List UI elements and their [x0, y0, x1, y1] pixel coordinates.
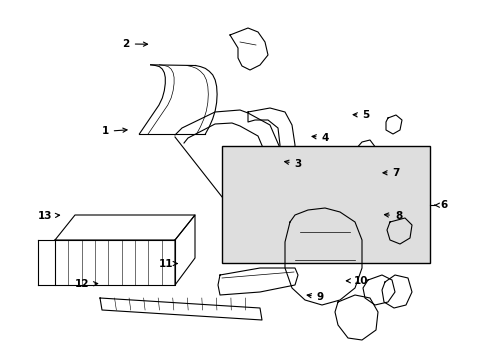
Text: 2: 2 [122, 39, 147, 49]
Text: 8: 8 [384, 211, 401, 221]
Text: 1: 1 [102, 126, 127, 136]
Bar [222, 146, 429, 263]
Text: 7: 7 [382, 168, 399, 178]
Text: 11: 11 [159, 258, 177, 269]
Text: 3: 3 [284, 159, 301, 169]
Text: 13: 13 [38, 211, 60, 221]
Text: 12: 12 [75, 279, 98, 289]
Text: 5: 5 [352, 110, 368, 120]
Text: 6: 6 [434, 200, 447, 210]
Text: 9: 9 [306, 292, 323, 302]
Text: 10: 10 [346, 276, 367, 286]
Text: 4: 4 [311, 132, 328, 143]
